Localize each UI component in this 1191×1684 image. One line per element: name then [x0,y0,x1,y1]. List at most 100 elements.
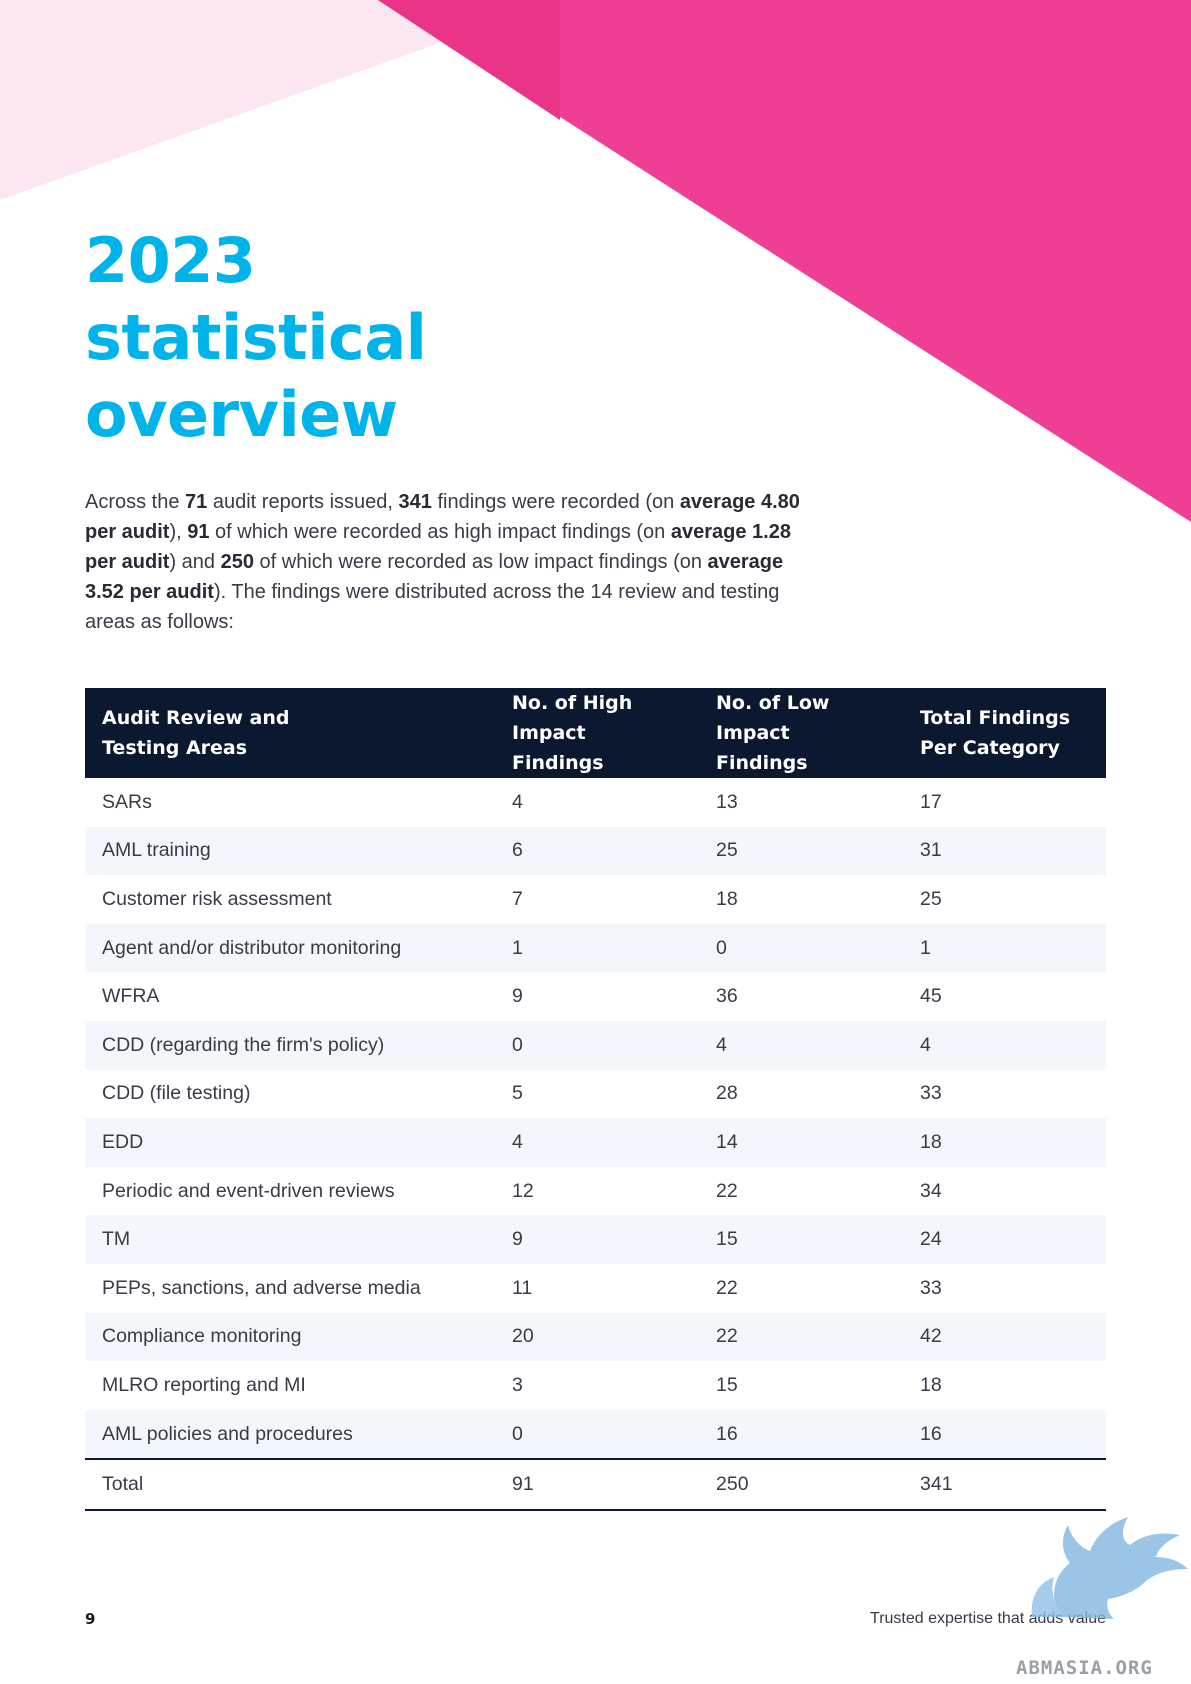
cell-high: 1 [495,923,699,973]
cell-total: 18 [903,1118,1106,1167]
cell-high: 9 [495,1215,699,1264]
cell-area: SARs [102,790,152,813]
cell-high: 12 [512,1179,534,1202]
page-title: 2023 statistical overview [85,222,427,453]
cell-area: CDD (regarding the firm's policy) [85,1020,495,1070]
header-total: Total Findings Per Category [903,688,1106,778]
cell-total: 34 [920,1179,942,1202]
cell-high: 5 [512,1082,523,1105]
cell-low: 4 [699,1020,903,1070]
cell-area: Periodic and event-driven reviews [102,1179,395,1202]
cell-total: 1 [903,923,1106,973]
table-body: SARs 4 13 17 AML training 6 25 31 Customer risk … [85,778,1106,1460]
cell-total: 33 [920,1276,942,1299]
cell-low: 13 [716,790,738,813]
table-row: EDD 4 14 18 [85,1118,1106,1167]
cell-high: 3 [512,1373,523,1396]
table-row: MLRO reporting and MI 3 15 18 [85,1361,1106,1410]
intro-paragraph: Across the 71 audit reports issued, 341 … [85,491,800,633]
table-row: WFRA 9 36 45 [85,972,1106,1021]
header-high: No. of High Impact Findings [495,688,699,778]
cell-area: Compliance monitoring [85,1312,495,1362]
reports-count: 71 [185,491,208,513]
cell-low: 22 [716,1179,738,1202]
watermark-griffin-icon [1031,1517,1188,1619]
page-number: 9 [85,1610,96,1628]
cell-high: 0 [495,1409,699,1460]
title-line-3: overview [85,378,398,451]
cell-low: 18 [716,887,738,910]
pink-overlap-triangle [378,0,560,120]
cell-low: 14 [699,1118,903,1167]
cell-total: 24 [903,1215,1106,1264]
cell-high: 11 [512,1276,533,1299]
total-all: 341 [903,1458,1106,1512]
cell-area: EDD [85,1118,495,1167]
total-low: 250 [699,1458,903,1512]
cell-low: 36 [716,985,738,1008]
table-row: AML training 6 25 31 [85,826,1106,876]
table-row: AML policies and procedures 0 16 16 [85,1409,1106,1460]
cell-area: TM [85,1215,495,1264]
cell-total: 4 [903,1020,1106,1070]
cell-area: MLRO reporting and MI [102,1373,306,1396]
table-total-row: Total 91 250 341 [85,1458,1106,1512]
header-low: No. of Low Impact Findings [699,688,903,778]
cell-total: 33 [920,1082,942,1105]
cell-low: 22 [699,1312,903,1362]
cell-high: 20 [495,1312,699,1362]
table-header-row: Audit Review and Testing Areas No. of Hig… [85,688,1106,778]
cell-total: 16 [903,1409,1106,1460]
title-line-2: statistical [85,301,427,374]
table-row: Periodic and event-driven reviews 12 22 34 [85,1167,1106,1216]
title-line-1: 2023 [85,224,256,297]
table-row: PEPs, sanctions, and adverse media 11 22 33 [85,1264,1106,1313]
cell-area: Agent and/or distributor monitoring [85,923,495,973]
cell-total: 17 [920,790,942,813]
table-row: SARs 4 13 17 [85,778,1106,827]
table-row: Compliance monitoring 20 22 42 [85,1312,1106,1362]
pink-triangle [378,0,1191,522]
cell-low: 15 [716,1373,738,1396]
cell-low: 0 [699,923,903,973]
total-label: Total [85,1458,495,1512]
watermark-text: ABMASIA.ORG [1016,1657,1153,1679]
header-area: Audit Review and Testing Areas [85,688,495,778]
cell-area: CDD (file testing) [102,1082,251,1105]
average-high: average 1.28 per audit [85,521,791,573]
decorative-shapes [0,0,1191,522]
average-low-value: 3.52 per audit [85,581,214,603]
cell-total: 18 [920,1373,942,1396]
light-pink-triangle [0,0,560,200]
table-row: TM 9 15 24 [85,1215,1106,1264]
cell-high: 7 [512,887,523,910]
cell-high: 0 [495,1020,699,1070]
table-row: Customer risk assessment 7 18 25 [85,875,1106,924]
cell-total: 25 [920,887,942,910]
cell-area: Customer risk assessment [102,887,332,910]
cell-area: WFRA [102,985,160,1008]
cell-low: 28 [716,1082,738,1105]
cell-total: 42 [903,1312,1106,1362]
cell-high: 4 [495,1118,699,1167]
cell-total: 45 [920,985,942,1008]
findings-table: Audit Review and Testing Areas No. of Hig… [85,688,1106,1512]
cell-area: AML training [85,826,495,876]
average-total: average 4.80 per audit [85,491,800,543]
average-low-label: average [707,551,784,573]
table-row: CDD (regarding the firm's policy) 0 4 4 [85,1020,1106,1070]
low-count: 250 [220,551,254,573]
cell-low: 15 [699,1215,903,1264]
table-row: Agent and/or distributor monitoring 1 0 1 [85,923,1106,973]
cell-area: PEPs, sanctions, and adverse media [102,1276,421,1299]
cell-low: 25 [699,826,903,876]
total-high: 91 [495,1458,699,1512]
cell-high: 6 [495,826,699,876]
cell-area: AML policies and procedures [85,1409,495,1460]
cell-high: 9 [512,985,523,1008]
cell-low: 22 [716,1276,738,1299]
cell-low: 16 [699,1409,903,1460]
table-row: CDD (file testing) 5 28 33 [85,1070,1106,1119]
cell-total: 31 [903,826,1106,876]
cell-high: 4 [512,790,523,813]
